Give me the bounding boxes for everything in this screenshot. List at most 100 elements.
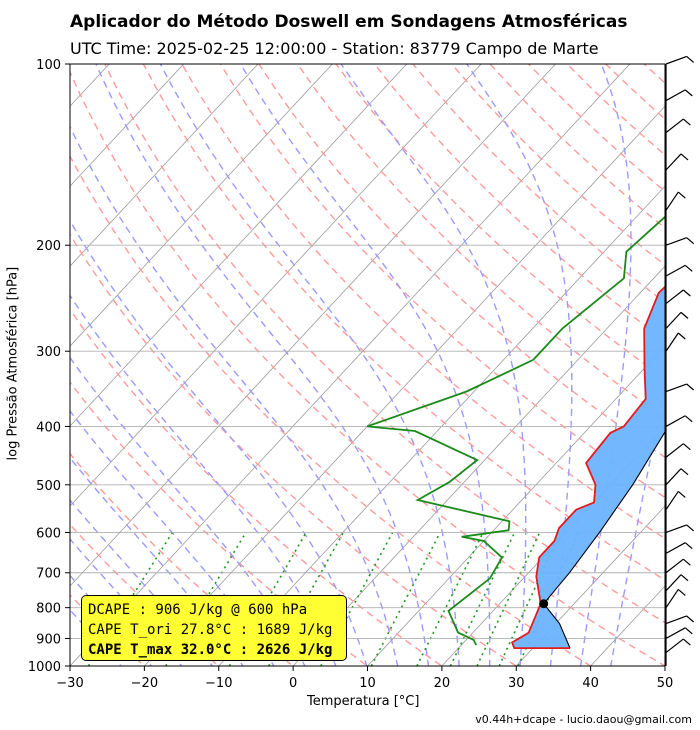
wind-barb bbox=[665, 589, 679, 608]
y-axis-label: log Pressão Atmosférica [hPa] bbox=[5, 266, 21, 461]
parcel-profile-line bbox=[542, 430, 665, 649]
chart-subtitle: UTC Time: 2025-02-25 12:00:00 - Station:… bbox=[70, 39, 599, 58]
dry-adiabat-line bbox=[489, 64, 665, 229]
dry-adiabat-line bbox=[566, 64, 665, 156]
dcape-text: DCAPE : 906 J/kg @ 600 hPa bbox=[88, 602, 308, 618]
dry-adiabat-line bbox=[70, 70, 665, 666]
moist-adiabat-line bbox=[159, 64, 460, 666]
dry-adiabat-line bbox=[104, 64, 665, 624]
wind-barb bbox=[665, 311, 682, 329]
wind-barb bbox=[665, 415, 686, 427]
cape-area bbox=[512, 286, 665, 649]
dry-adiabat-line bbox=[70, 154, 592, 666]
wind-barb bbox=[665, 558, 684, 574]
wind-barb bbox=[665, 153, 682, 171]
isotherm-lines bbox=[70, 64, 665, 666]
isotherm-line bbox=[515, 505, 665, 666]
lfc-marker bbox=[539, 599, 549, 609]
profile-lines bbox=[366, 215, 665, 649]
dry-adiabat-line bbox=[219, 64, 665, 499]
mixing-ratio-line bbox=[449, 532, 516, 666]
isotherm-line bbox=[70, 64, 557, 587]
dry-adiabat-line bbox=[70, 308, 444, 666]
x-tick-label: 20 bbox=[434, 676, 451, 691]
dry-adiabat-line bbox=[70, 381, 369, 666]
mixing-ratio-line bbox=[370, 532, 441, 666]
wind-barb-flag bbox=[677, 191, 686, 199]
wind-barb-flag bbox=[682, 443, 691, 451]
wind-barb-flag bbox=[677, 491, 686, 498]
mixing-ratio-line bbox=[498, 532, 562, 666]
axis-ticks: −30 −20 −10 0 10 20 30 40 50 1000 900 800 700 600 500 4… bbox=[28, 58, 673, 691]
dry-adiabat-line bbox=[683, 64, 700, 679]
cape-max-text: CAPE T_max 32.0°C : 2626 J/kg bbox=[88, 642, 333, 658]
wind-barb bbox=[665, 491, 679, 511]
wind-barb bbox=[665, 55, 687, 65]
cape-info-box: DCAPE : 906 J/kg @ 600 hPa CAPE T_ori 27… bbox=[81, 595, 347, 661]
isotherm-line bbox=[143, 105, 665, 666]
isotherm-line bbox=[70, 64, 631, 666]
y-tick-label: 1000 bbox=[28, 660, 61, 675]
isotherm-line bbox=[441, 425, 665, 666]
x-tick-label: 30 bbox=[508, 676, 525, 691]
dewpoint-line bbox=[366, 215, 665, 646]
wind-barb-flag bbox=[686, 237, 695, 245]
wind-barb bbox=[665, 332, 679, 352]
wind-barb bbox=[665, 615, 687, 625]
wind-barb bbox=[665, 264, 686, 277]
cape-fill bbox=[512, 286, 665, 649]
x-tick-label: 10 bbox=[359, 676, 376, 691]
wind-barb-flag bbox=[677, 588, 686, 596]
wind-barb bbox=[665, 627, 686, 639]
wind-barb bbox=[665, 638, 684, 654]
isotherm-line bbox=[70, 64, 333, 347]
y-tick-label: 700 bbox=[36, 567, 61, 582]
y-tick-label: 500 bbox=[36, 479, 61, 494]
y-tick-label: 100 bbox=[36, 58, 61, 73]
wind-barb bbox=[665, 524, 687, 534]
moist-adiabat-line bbox=[70, 125, 399, 666]
wind-barb-flag bbox=[682, 558, 691, 566]
isotherm-line bbox=[70, 64, 259, 267]
temperature-line bbox=[510, 285, 665, 649]
wind-barb bbox=[665, 89, 686, 102]
moist-adiabat-lines bbox=[70, 64, 665, 666]
wind-barb bbox=[665, 237, 687, 246]
dry-adiabat-line bbox=[373, 64, 665, 342]
wind-barb bbox=[665, 443, 684, 458]
wind-barb bbox=[665, 542, 686, 554]
wind-barb-flag bbox=[684, 627, 693, 635]
dry-adiabat-line bbox=[70, 523, 220, 666]
wind-barb-flag bbox=[686, 615, 695, 623]
moist-adiabat-line bbox=[70, 219, 368, 666]
wind-barb-flag bbox=[682, 638, 691, 646]
x-axis-label: Temperatura [°C] bbox=[307, 694, 420, 709]
x-tick-label: −20 bbox=[131, 676, 158, 691]
wind-barb-flag bbox=[680, 311, 689, 319]
wind-barb bbox=[665, 574, 682, 592]
cape-original-text: CAPE T_ori 27.8°C : 1689 J/kg bbox=[88, 622, 333, 638]
x-tick-label: −30 bbox=[56, 676, 83, 691]
y-tick-label: 400 bbox=[36, 420, 61, 435]
wind-barb-flag bbox=[686, 524, 695, 532]
y-tick-label: 600 bbox=[36, 526, 61, 541]
moist-adiabat-line bbox=[70, 574, 153, 666]
dry-adiabat-line bbox=[70, 233, 518, 666]
wind-barb-flag bbox=[677, 332, 686, 340]
wind-barb-flag bbox=[682, 289, 691, 297]
dry-adiabat-lines bbox=[70, 64, 700, 679]
isotherm-line bbox=[292, 265, 665, 666]
moist-adiabat-line bbox=[70, 409, 275, 666]
mixing-ratio-line bbox=[416, 532, 484, 666]
isotherm-line bbox=[70, 64, 482, 507]
y-tick-label: 200 bbox=[36, 239, 61, 254]
footer-credit: v0.44h+dcape - lucio.daou@gmail.com bbox=[475, 713, 692, 726]
isotherm-line bbox=[70, 64, 408, 427]
wind-barb-flag bbox=[680, 574, 689, 582]
wind-barb-flag bbox=[680, 468, 689, 476]
x-tick-label: 50 bbox=[657, 676, 674, 691]
x-tick-label: 0 bbox=[289, 676, 297, 691]
isotherm-line bbox=[70, 64, 185, 187]
wind-barb bbox=[665, 383, 687, 393]
wind-barb bbox=[665, 191, 679, 211]
